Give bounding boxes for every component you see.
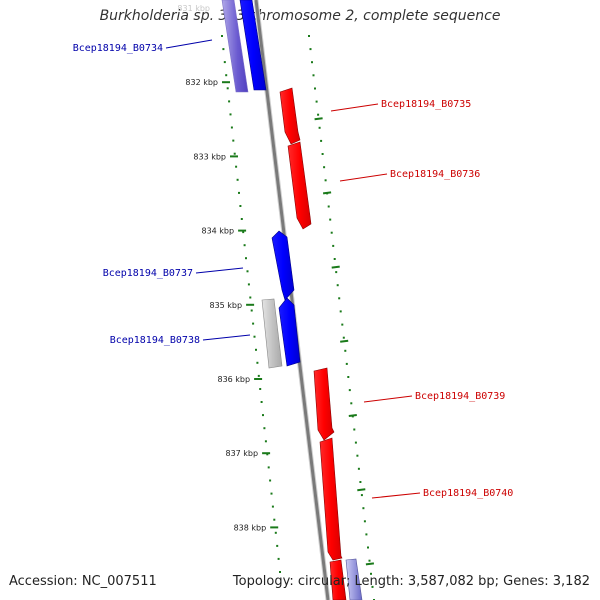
scale-tick-label: 833 kbp: [193, 152, 226, 161]
scale-tick-mark-right: [357, 488, 366, 492]
scale-tick-mark-right: [322, 191, 332, 195]
scale-tick-mark-right: [331, 265, 340, 269]
leader-line-b0739: [363, 395, 413, 403]
scale-tick-label: 834 kbp: [201, 227, 234, 236]
gene-feature-b0737[interactable]: [271, 230, 295, 301]
leader-line-b0737: [195, 267, 244, 274]
gene-labels: Bcep18194_B0734 Bcep18194_B0735 Bcep1819…: [73, 39, 513, 499]
scale-tick-mark-right: [314, 117, 323, 121]
gene-feature-b0735[interactable]: [279, 87, 301, 145]
scale-tick-label: 835 kbp: [209, 301, 242, 310]
scale-tick-label: 837 kbp: [225, 449, 258, 458]
gene-feature-b0738[interactable]: [278, 297, 301, 367]
leader-line-b0735: [330, 103, 379, 112]
gene-feature-b0738-grey[interactable]: [261, 298, 283, 369]
gene-label-b0735[interactable]: Bcep18194_B0735: [381, 99, 471, 110]
scale-tick-mark-right: [348, 414, 357, 417]
scale-ruler-left: [221, 35, 281, 573]
backbone-line: [253, 0, 331, 600]
gene-feature-next-forward[interactable]: [329, 559, 347, 600]
gene-label-b0738[interactable]: Bcep18194_B0738: [110, 335, 200, 346]
gene-feature-b0736[interactable]: [287, 141, 312, 230]
gene-label-b0734[interactable]: Bcep18194_B0734: [73, 43, 163, 54]
map-title: Burkholderia sp. 383 chromosome 2, compl…: [99, 8, 501, 24]
gene-feature-b0739[interactable]: [313, 367, 335, 441]
topology-text: Topology: circular; Length: 3,587,082 bp…: [232, 574, 590, 589]
gene-label-b0739[interactable]: Bcep18194_B0739: [415, 391, 505, 402]
gene-feature-b0734[interactable]: [239, 0, 267, 91]
scale-ticks: 831 kbp 832 kbp 833 kbp 834 kbp 835 kbp 836 k…: [177, 4, 375, 566]
scale-tick-label: 831 kbp: [177, 4, 210, 13]
scale-tick-label: 838 kbp: [234, 523, 267, 532]
accession-text: Accession: NC_007511: [9, 574, 157, 589]
scale-tick-label: 832 kbp: [185, 78, 218, 87]
leader-line-b0738: [202, 334, 251, 341]
leader-line-b0740: [371, 492, 421, 499]
gene-feature-b0740[interactable]: [319, 437, 343, 561]
scale-tick-label: 836 kbp: [217, 375, 250, 384]
gene-label-b0737[interactable]: Bcep18194_B0737: [103, 268, 193, 279]
gene-label-b0736[interactable]: Bcep18194_B0736: [390, 169, 480, 180]
scale-tick-mark-right: [365, 562, 375, 566]
scale-tick-mark-right: [340, 339, 349, 343]
gene-features: [221, 0, 363, 600]
leader-line-b0736: [339, 173, 388, 182]
gene-feature-b0734-faded[interactable]: [221, 0, 249, 93]
leader-line-b0734: [165, 39, 213, 49]
gene-label-b0740[interactable]: Bcep18194_B0740: [423, 488, 513, 499]
gene-feature-next-reverse[interactable]: [345, 558, 363, 600]
